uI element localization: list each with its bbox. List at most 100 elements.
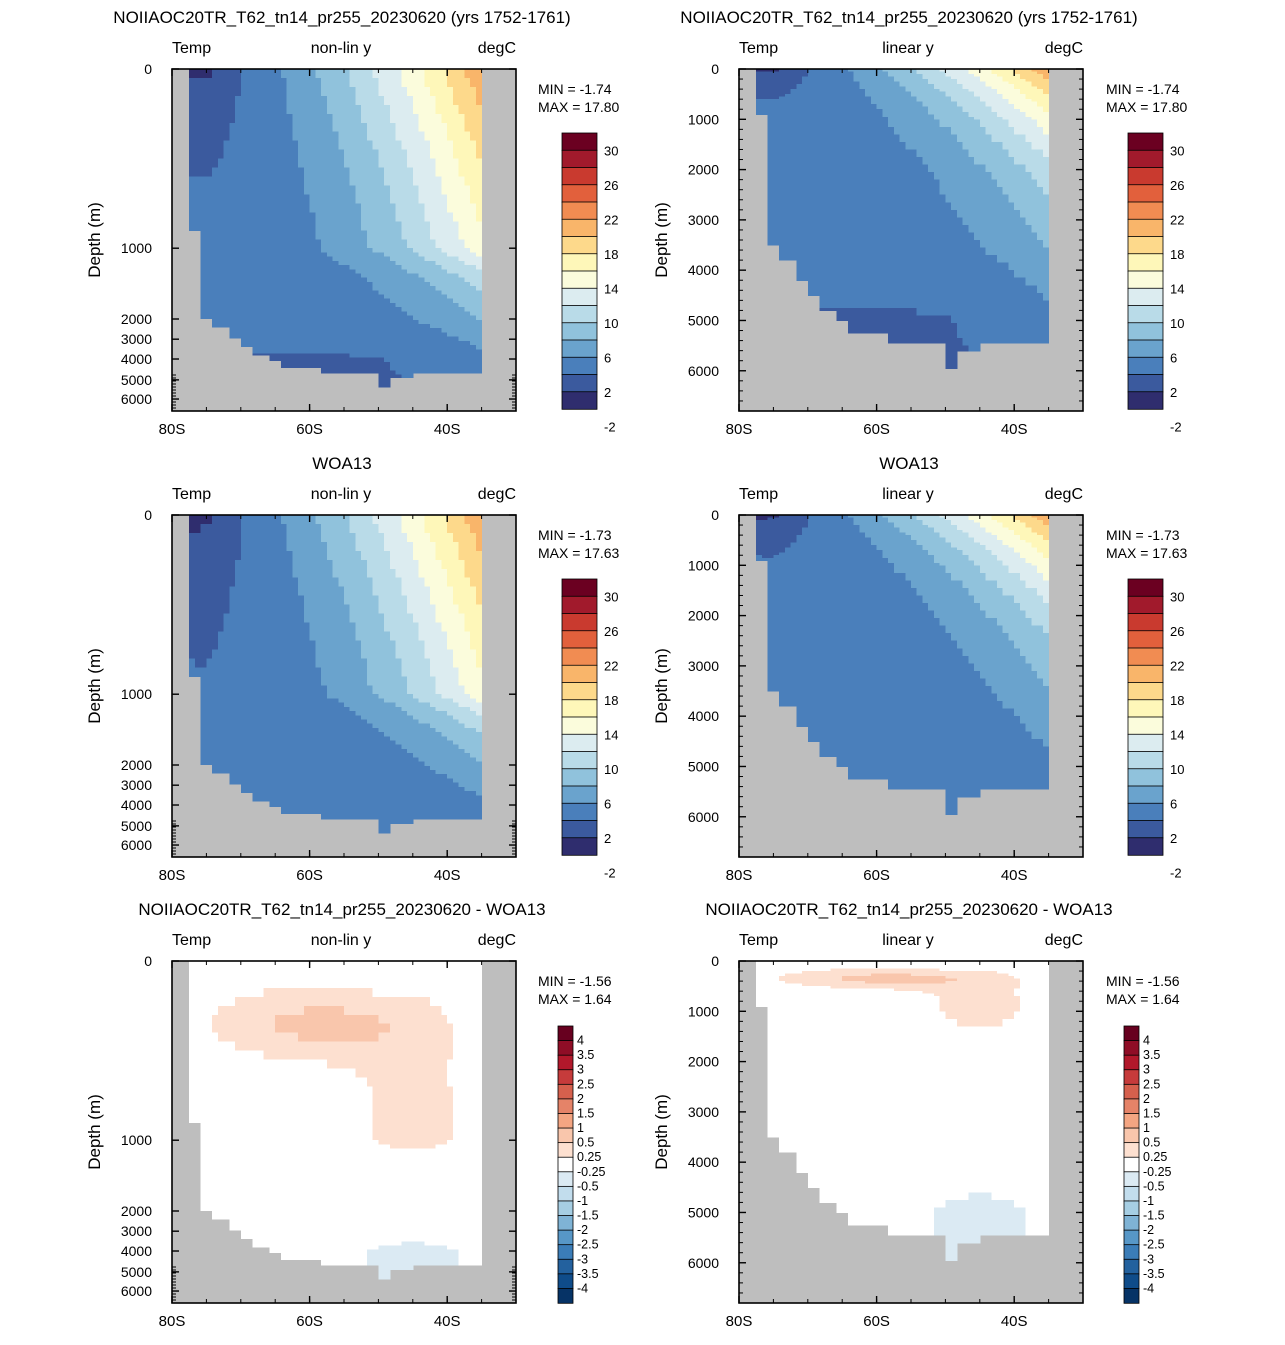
field-cell (412, 167, 420, 178)
field-cell (1037, 194, 1044, 203)
field-cell (899, 91, 906, 95)
field-cell (298, 277, 305, 283)
field-cell (458, 239, 465, 249)
field-cell (767, 79, 774, 83)
field-cell (338, 370, 345, 374)
field-cell (246, 194, 253, 205)
field-cell (859, 89, 866, 93)
field-cell (1025, 307, 1032, 317)
field-cell (916, 157, 924, 166)
field-cell (338, 176, 345, 187)
field-cell (229, 104, 236, 115)
field-cell (361, 370, 368, 374)
field-cell (865, 247, 872, 256)
field-cell (407, 252, 414, 258)
field-cell (928, 292, 935, 301)
field-cell (338, 239, 345, 249)
field-cell (378, 194, 385, 205)
field-cell (424, 69, 431, 79)
field-cell (893, 114, 901, 118)
field-cell (326, 212, 334, 222)
field-cell (447, 353, 454, 359)
field-cell (899, 247, 906, 256)
field-cell (1008, 91, 1015, 95)
field-cell (407, 260, 414, 266)
field-cell (1002, 149, 1010, 158)
field-cell (452, 248, 460, 254)
field-cell (401, 203, 408, 213)
field-cell (447, 370, 454, 374)
field-cell (212, 158, 219, 169)
field-cell (372, 260, 379, 266)
field-cell (407, 366, 414, 371)
field-cell (326, 77, 334, 88)
field-cell (286, 176, 293, 187)
field-cell (395, 158, 402, 169)
field-cell (441, 273, 448, 279)
field-cell (389, 340, 397, 346)
field-cell (235, 77, 242, 88)
field-cell (825, 149, 832, 158)
field-cell (1037, 86, 1044, 90)
field-cell (418, 256, 425, 262)
field-cell (326, 265, 334, 270)
field-cell (349, 194, 357, 205)
field-cell (217, 239, 225, 249)
field-cell (779, 96, 786, 100)
field-cell (475, 149, 483, 160)
field-cell (263, 221, 271, 231)
field-cell (974, 255, 981, 264)
field-cell (813, 99, 820, 103)
field-cell (263, 286, 271, 291)
field-cell (326, 221, 334, 231)
field-cell (767, 104, 774, 108)
field-cell (435, 298, 443, 304)
field-cell (229, 328, 236, 334)
field-cell (933, 69, 941, 73)
field-cell (252, 248, 259, 254)
field-cell (853, 119, 860, 128)
field-cell (378, 203, 385, 213)
field-cell (389, 332, 397, 338)
field-cell (303, 185, 311, 196)
field-cell (338, 361, 345, 367)
field-cell (807, 187, 815, 196)
field-cell (1025, 114, 1032, 118)
field-cell (303, 69, 311, 79)
field-cell (258, 286, 265, 291)
field-cell (870, 104, 878, 108)
field-cell (830, 86, 838, 90)
field-cell (309, 315, 316, 321)
field-cell (922, 330, 929, 339)
field-cell (825, 106, 832, 110)
field-cell (1019, 119, 1027, 128)
field-cell (418, 273, 425, 279)
field-cell (974, 330, 981, 339)
field-cell (847, 141, 855, 151)
field-cell (905, 224, 912, 234)
field-cell (945, 86, 952, 90)
field-cell (813, 114, 820, 118)
field-cell (286, 361, 293, 367)
field-cell (412, 357, 420, 363)
field-cell (332, 104, 339, 115)
field-cell (933, 91, 941, 95)
field-cell (928, 277, 935, 286)
field-cell (258, 69, 265, 79)
field-cell (784, 91, 792, 95)
field-cell (424, 277, 431, 283)
field-cell (229, 248, 236, 254)
field-cell (985, 194, 992, 203)
field-cell (361, 328, 368, 334)
field-cell (853, 217, 860, 226)
field-cell (464, 260, 471, 266)
field-cell (309, 269, 316, 275)
field-cell (223, 302, 230, 308)
field-cell (441, 319, 448, 325)
field-cell (974, 74, 981, 78)
field-cell (796, 76, 803, 80)
field-cell (435, 281, 443, 287)
field-cell (773, 126, 780, 135)
field-cell (280, 167, 288, 178)
field-cell (1014, 255, 1021, 264)
